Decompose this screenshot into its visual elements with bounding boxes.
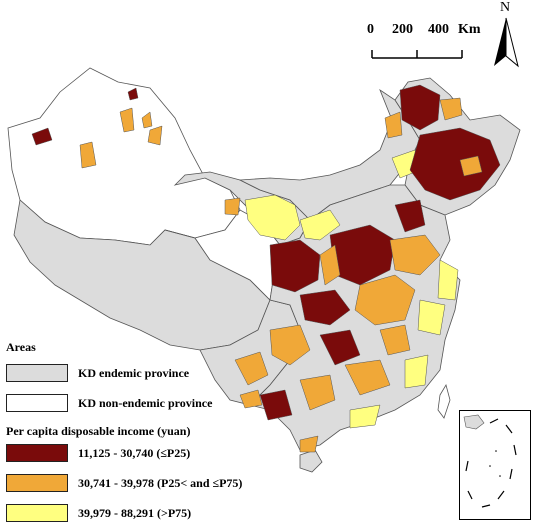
county-patch xyxy=(269,324,311,366)
county-patch xyxy=(119,107,135,133)
county-patch xyxy=(127,87,139,101)
north-arrow-icon xyxy=(494,17,519,68)
legend-label-high-income: 39,979 - 88,291 (>P75) xyxy=(78,506,192,520)
county-patch xyxy=(349,404,381,429)
legend-label-low-income: 11,125 - 30,740 (≤P25) xyxy=(78,446,191,460)
county-patch xyxy=(417,299,446,336)
county-patch xyxy=(299,209,341,241)
county-patch xyxy=(79,141,97,169)
north-label: N xyxy=(500,0,511,15)
legend-swatch-non-endemic xyxy=(6,394,68,412)
scale-bar xyxy=(371,50,463,59)
county-patch xyxy=(399,84,441,131)
county-patch xyxy=(404,354,429,389)
county-patch xyxy=(244,194,301,241)
county-patch xyxy=(384,111,403,139)
county-patch xyxy=(239,389,263,409)
county-patch xyxy=(354,274,416,326)
county-patch xyxy=(224,197,241,216)
county-patch xyxy=(269,239,321,293)
county-patch xyxy=(379,324,411,356)
county-patch xyxy=(31,127,53,146)
legend-label-mid-income: 30,741 - 39,978 (P25< and ≤P75) xyxy=(78,476,243,490)
county-patch xyxy=(319,244,341,286)
legend-label-endemic: KD endemic province xyxy=(78,366,190,380)
south-china-sea-inset-icon xyxy=(463,414,517,508)
island-taiwan xyxy=(437,383,451,419)
county-patch xyxy=(437,259,459,301)
county-patch xyxy=(319,329,361,366)
income-patches xyxy=(31,84,501,453)
scale-label-400: 400 xyxy=(428,22,449,37)
county-patch xyxy=(299,289,351,326)
county-patch xyxy=(147,125,163,146)
south-china-sea-inset xyxy=(459,410,531,520)
county-patch xyxy=(299,435,319,453)
legend-swatch-mid-income xyxy=(6,474,68,492)
province-xinjiang xyxy=(7,67,241,246)
legend-income-title: Per capita disposable income (yuan) xyxy=(6,424,191,438)
legend-label-non-endemic: KD non-endemic province xyxy=(78,396,213,410)
legend-swatch-endemic xyxy=(6,364,68,382)
county-patch xyxy=(299,374,336,411)
county-patch xyxy=(409,127,501,201)
scale-label-200: 200 xyxy=(392,22,413,37)
scale-unit: Km xyxy=(458,22,481,37)
county-patch xyxy=(459,155,483,177)
county-patch xyxy=(344,359,391,396)
county-patch xyxy=(234,351,269,386)
scale-label-0: 0 xyxy=(367,22,374,37)
legend-swatch-high-income xyxy=(6,504,68,522)
county-patch xyxy=(259,389,293,421)
county-patch xyxy=(141,111,153,129)
legend-areas-title: Areas xyxy=(6,340,36,354)
legend-swatch-low-income xyxy=(6,444,68,462)
island-hainan xyxy=(299,449,323,473)
county-patch xyxy=(439,97,463,121)
county-patch xyxy=(394,199,426,233)
county-patch xyxy=(389,234,441,276)
